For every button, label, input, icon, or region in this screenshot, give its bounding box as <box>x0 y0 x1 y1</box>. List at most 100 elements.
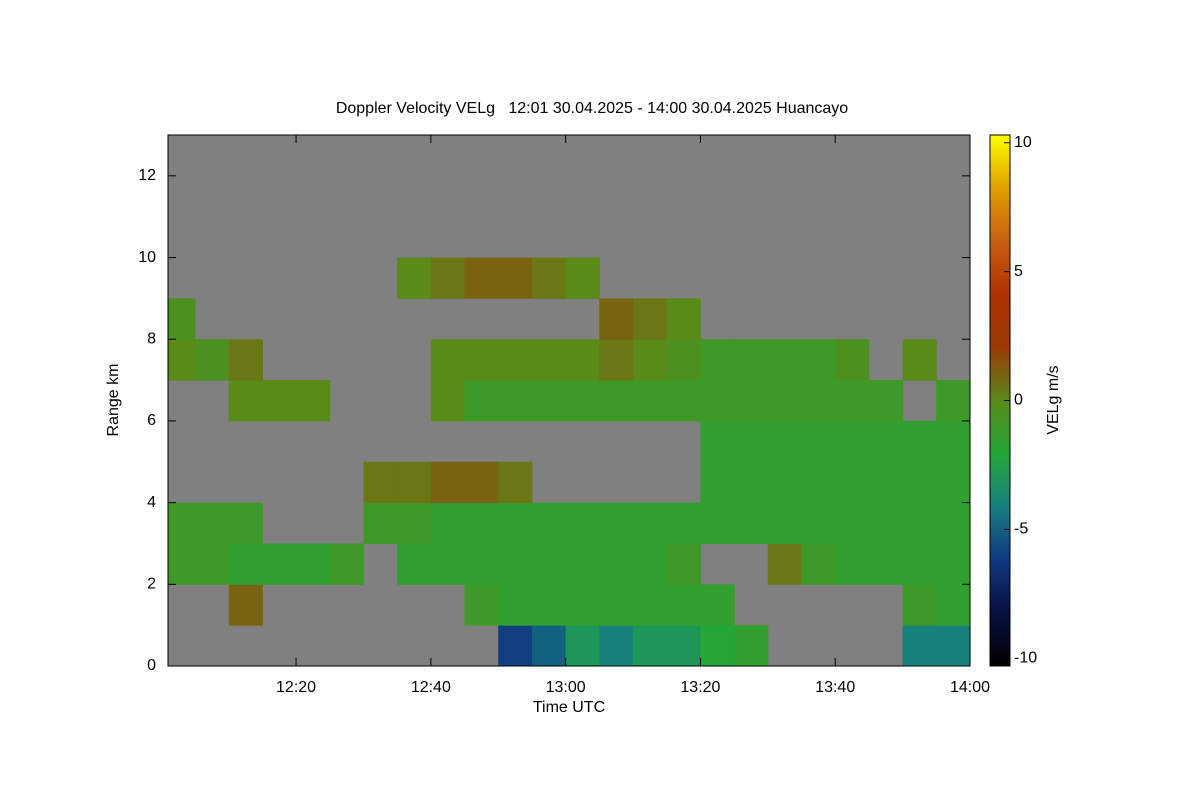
heatmap-cell <box>194 502 230 544</box>
heatmap-cell <box>430 380 466 422</box>
heatmap-cell <box>262 543 297 585</box>
heatmap-cell <box>936 584 970 626</box>
heatmap-cell <box>700 339 735 381</box>
heatmap-cell <box>599 339 634 381</box>
x-tick-label: 13:00 <box>546 679 586 696</box>
heatmap-cell <box>801 420 836 463</box>
heatmap-cell <box>565 543 600 585</box>
heatmap-cell <box>363 461 398 504</box>
heatmap-cell <box>700 461 735 504</box>
heatmap-cell <box>599 543 634 585</box>
heatmap-cell <box>902 502 937 544</box>
heatmap-cell <box>902 584 937 626</box>
heatmap-cell <box>168 339 196 381</box>
heatmap-cell <box>531 625 567 666</box>
plot-frame <box>167 134 971 667</box>
heatmap-cell <box>565 380 600 422</box>
heatmap-cell <box>498 461 533 504</box>
heatmap-cell <box>801 380 836 422</box>
heatmap-cell <box>565 339 600 381</box>
heatmap-cell <box>734 339 769 381</box>
heatmap-cell <box>936 625 970 666</box>
heatmap-cell <box>633 625 668 666</box>
heatmap-cell <box>296 380 331 422</box>
colorbar-label: VELg m/s <box>1045 365 1062 434</box>
y-axis-label: Range km <box>105 364 122 437</box>
y-tick-label: 6 <box>147 412 156 429</box>
colorbar-tick-label: 5 <box>1014 263 1023 280</box>
heatmap-cell <box>700 502 735 544</box>
heatmap-cell <box>902 543 937 585</box>
heatmap-cell <box>835 380 870 422</box>
heatmap-cell <box>666 298 701 340</box>
heatmap-cell <box>633 339 668 381</box>
heatmap-cell <box>228 502 263 544</box>
x-tick-label: 13:20 <box>680 679 720 696</box>
y-tick-label: 2 <box>147 576 156 593</box>
heatmap-cell <box>194 339 230 381</box>
heatmap-cell <box>734 380 769 422</box>
heatmap-cell <box>498 625 533 666</box>
heatmap-cell <box>464 257 499 299</box>
heatmap-cell <box>228 543 263 585</box>
heatmap-cell <box>801 502 836 544</box>
heatmap-cell <box>936 420 970 463</box>
heatmap-cell <box>296 543 331 585</box>
y-tick-label: 10 <box>138 249 156 266</box>
heatmap-cell <box>734 461 769 504</box>
heatmap-cell <box>228 339 263 381</box>
heatmap-cell <box>498 257 533 299</box>
heatmap-cell <box>363 502 398 544</box>
heatmap-cell <box>868 502 904 544</box>
heatmap-cell <box>666 380 701 422</box>
heatmap-cell <box>902 420 937 463</box>
x-tick-label: 14:00 <box>950 679 990 696</box>
heatmap-cell <box>565 584 600 626</box>
heatmap-cell <box>666 584 701 626</box>
heatmap-cell <box>936 380 970 422</box>
heatmap-cell <box>599 380 634 422</box>
heatmap-cell <box>464 584 499 626</box>
heatmap-cell <box>599 502 634 544</box>
heatmap-cell <box>666 625 701 666</box>
heatmap-cell <box>767 543 803 585</box>
heatmap-cell <box>633 502 668 544</box>
heatmap-cell <box>397 502 432 544</box>
y-tick-label: 4 <box>147 494 156 511</box>
heatmap-cell <box>599 298 634 340</box>
heatmap-cell <box>835 543 870 585</box>
heatmap-cell <box>464 380 499 422</box>
heatmap-cell <box>902 461 937 504</box>
colorbar-tick-label: 10 <box>1014 134 1032 151</box>
heatmap-cell <box>801 461 836 504</box>
heatmap-cell <box>633 298 668 340</box>
y-tick-label: 12 <box>138 167 156 184</box>
heatmap-cell <box>633 380 668 422</box>
heatmap-cell <box>531 257 567 299</box>
heatmap-cell <box>397 543 432 585</box>
heatmap-cell <box>868 461 904 504</box>
heatmap-cell <box>700 380 735 422</box>
heatmap-cell <box>430 461 466 504</box>
heatmap-cell <box>565 625 600 666</box>
heatmap-cell <box>531 584 567 626</box>
heatmap-cell <box>902 625 937 666</box>
heatmap-cell <box>464 339 499 381</box>
heatmap-cell <box>228 380 263 422</box>
heatmap-cell <box>531 380 567 422</box>
heatmap-cell <box>936 543 970 585</box>
heatmap-cell <box>168 543 196 585</box>
heatmap-cell <box>767 502 803 544</box>
heatmap-cell <box>700 625 735 666</box>
heatmap-cell <box>599 625 634 666</box>
heatmap-cell <box>565 502 600 544</box>
x-tick-label: 12:40 <box>411 679 451 696</box>
heatmap-cell <box>767 461 803 504</box>
heatmap-cell <box>397 257 432 299</box>
heatmap-cell <box>498 380 533 422</box>
y-tick-label: 0 <box>147 657 156 674</box>
heatmap-cell <box>801 339 836 381</box>
chart-title: Doppler Velocity VELg 12:01 30.04.2025 -… <box>336 100 848 117</box>
colorbar-tick-label: 0 <box>1014 392 1023 409</box>
